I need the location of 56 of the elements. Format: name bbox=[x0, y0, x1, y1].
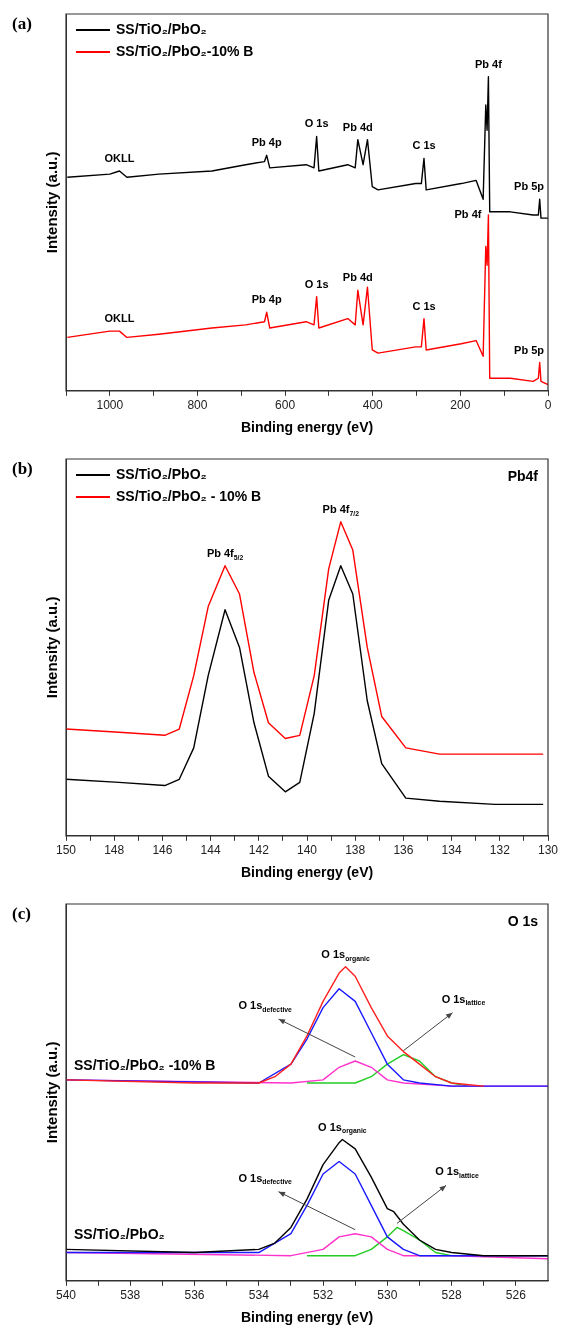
series-label: SS/TiO₂/PbO₂ bbox=[74, 1226, 165, 1243]
annotation: OKLL bbox=[104, 152, 135, 165]
annotation: Pb 4p bbox=[251, 136, 282, 149]
x-tick-label: 142 bbox=[248, 843, 270, 858]
x-tick-label: 150 bbox=[55, 843, 77, 858]
x-tick-label: 134 bbox=[441, 843, 462, 858]
y-axis-title: Intensity (a.u.) bbox=[43, 151, 61, 254]
annotation: OKLL bbox=[104, 312, 135, 325]
x-axis-title: Binding energy (eV) bbox=[240, 419, 374, 436]
chart-title: (b) bbox=[12, 459, 33, 479]
annotation: C 1s bbox=[412, 299, 436, 312]
x-tick-label: 148 bbox=[104, 843, 125, 858]
annotation: Pb 5p bbox=[514, 343, 545, 356]
legend-label: SS/TiO₂/PbO₂ bbox=[116, 465, 207, 482]
chart-title: (c) bbox=[12, 904, 31, 924]
annotation: Pb 4f bbox=[474, 57, 503, 70]
x-tick-label: 140 bbox=[296, 843, 318, 858]
legend-label: SS/TiO₂/PbO₂ bbox=[116, 20, 207, 37]
x-tick-label: 534 bbox=[248, 1288, 270, 1303]
x-tick-label: 526 bbox=[505, 1288, 527, 1303]
annotation: O 1s bbox=[304, 277, 329, 290]
x-tick-label: 540 bbox=[55, 1288, 77, 1303]
x-tick-label: 1000 bbox=[96, 398, 124, 413]
x-tick-label: 144 bbox=[200, 843, 221, 858]
x-tick-label: 800 bbox=[187, 398, 208, 413]
annotation: Pb 4p bbox=[251, 293, 282, 306]
text: Pb4f bbox=[507, 467, 539, 484]
x-tick-label: 532 bbox=[313, 1288, 334, 1303]
x-axis-title: Binding energy (eV) bbox=[240, 1309, 374, 1326]
annotation: Pb 5p bbox=[514, 180, 545, 193]
x-tick-label: 536 bbox=[184, 1288, 205, 1303]
x-tick-label: 0 bbox=[544, 398, 552, 413]
x-tick-label: 200 bbox=[450, 398, 471, 413]
annotation: Pb 4d bbox=[342, 271, 373, 284]
y-axis-title: Intensity (a.u.) bbox=[43, 596, 61, 699]
text: O 1s bbox=[507, 912, 539, 929]
annotation: Pb 4d bbox=[342, 120, 373, 133]
x-tick-label: 132 bbox=[489, 843, 511, 858]
legend-label: SS/TiO₂/PbO₂ - 10% B bbox=[116, 487, 262, 504]
x-tick-label: 400 bbox=[362, 398, 384, 413]
x-tick-label: 146 bbox=[152, 843, 173, 858]
legend-label: SS/TiO₂/PbO₂-10% B bbox=[116, 42, 254, 59]
y-axis-title: Intensity (a.u.) bbox=[43, 1041, 61, 1144]
x-tick-label: 136 bbox=[393, 843, 414, 858]
annotation: Pb 4f bbox=[454, 207, 482, 220]
x-tick-label: 130 bbox=[537, 843, 559, 858]
annotation: O 1s bbox=[304, 117, 329, 130]
x-tick-label: 600 bbox=[275, 398, 296, 413]
x-tick-label: 138 bbox=[345, 843, 366, 858]
x-tick-label: 528 bbox=[441, 1288, 462, 1303]
x-axis-title: Binding energy (eV) bbox=[240, 864, 374, 881]
x-tick-label: 538 bbox=[120, 1288, 141, 1303]
x-tick-label: 530 bbox=[377, 1288, 398, 1303]
annotation: C 1s bbox=[412, 139, 436, 152]
series-label: SS/TiO₂/PbO₂ -10% B bbox=[74, 1056, 216, 1073]
chart-title: (a) bbox=[12, 14, 32, 34]
